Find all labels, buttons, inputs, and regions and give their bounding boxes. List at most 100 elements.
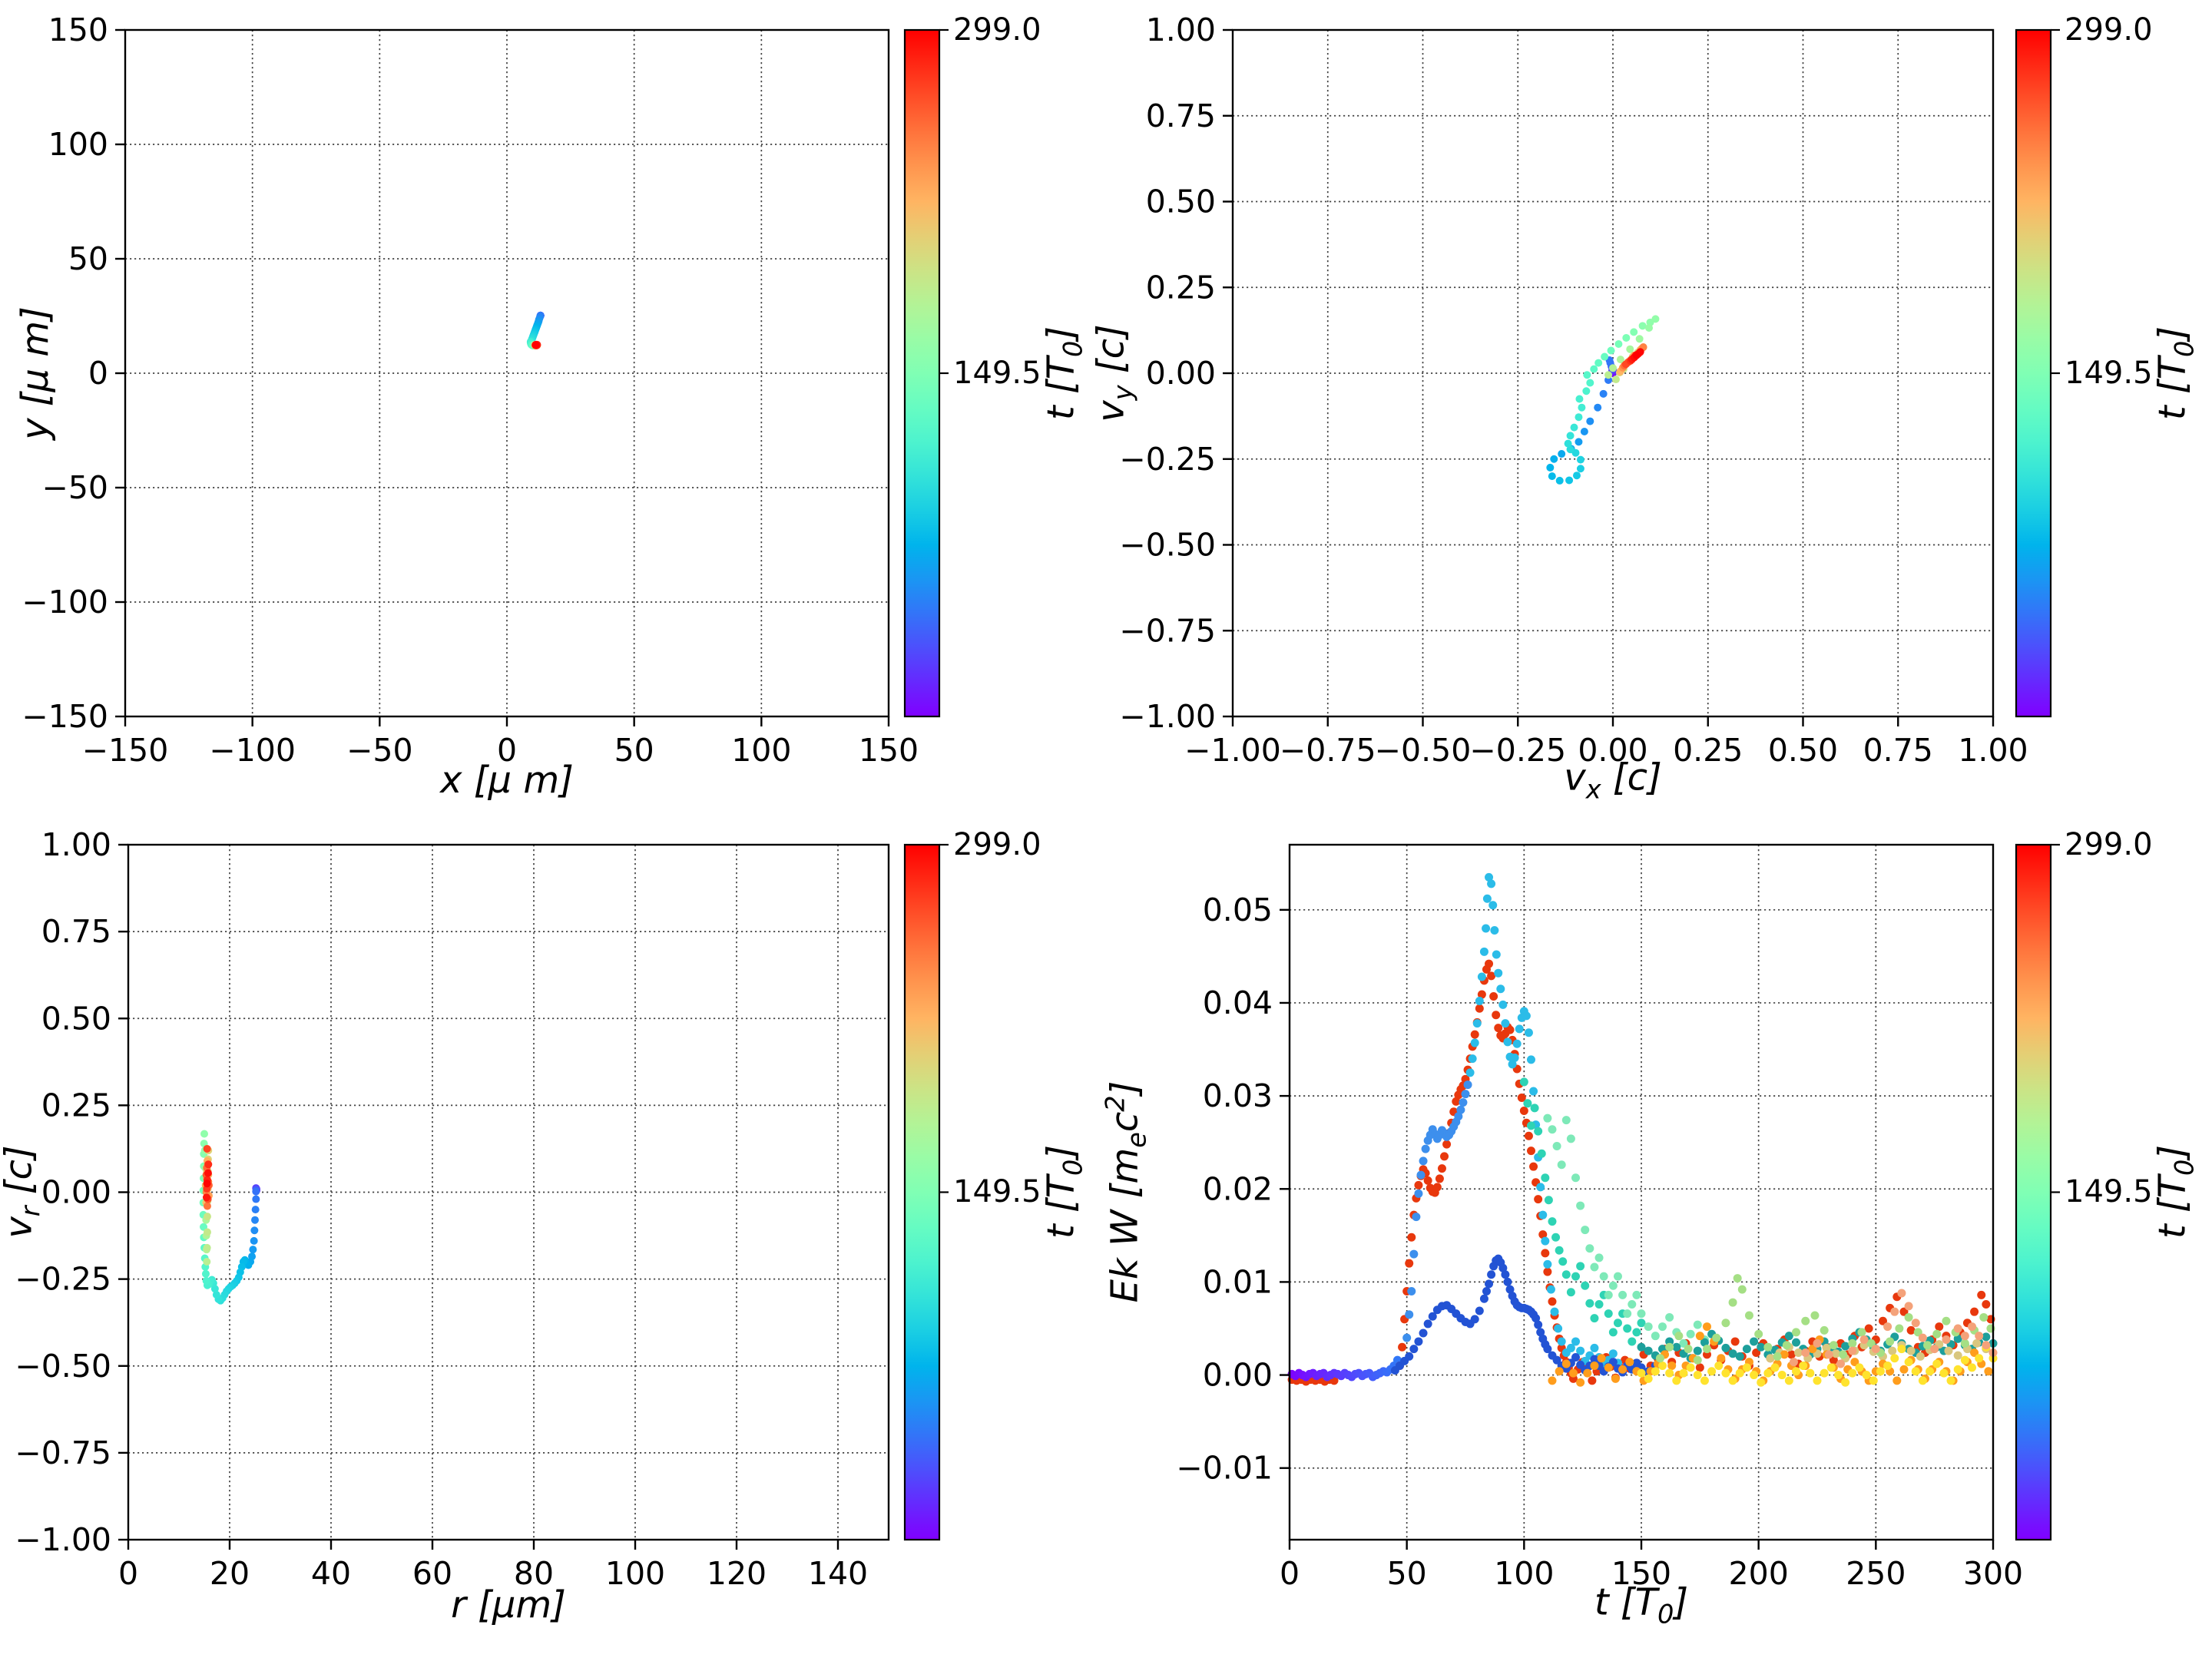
x-tick-label: 0.25 [1673, 732, 1743, 769]
y-axis-label-ek: Ek W [mec2] [1100, 1080, 1152, 1303]
y-tick-label: 150 [48, 12, 108, 48]
y-tick-label: −0.75 [1119, 612, 1216, 649]
y-tick-label: 100 [48, 126, 108, 163]
series-particle-yellow [1637, 1342, 1998, 1387]
x-tick-label: 0.75 [1863, 732, 1933, 769]
scatter-points [1546, 315, 1660, 485]
x-axis-label-ek: t [T0] [1594, 1580, 1689, 1630]
x-tick-label: −150 [82, 732, 169, 769]
y-tick-label: 0.00 [1146, 355, 1216, 392]
x-tick-label: 150 [1611, 1555, 1671, 1592]
series-particle-khaki [1766, 1338, 1991, 1363]
x-tick-label: 0 [497, 732, 517, 769]
x-tick-label: 50 [614, 732, 654, 769]
scatter-points [199, 1130, 260, 1305]
x-tick-label: 100 [1494, 1555, 1554, 1592]
x-tick-label: −50 [346, 732, 413, 769]
colorbar [2015, 28, 2060, 718]
y-tick-label: −1.00 [1119, 698, 1216, 735]
colorbar [2015, 843, 2060, 1541]
y-tick-label: 0 [88, 355, 108, 392]
y-tick-label: 0.04 [1203, 984, 1273, 1021]
y-tick-label: −1.00 [15, 1521, 111, 1558]
y-tick-label: −0.50 [1119, 527, 1216, 564]
colorbar-mid-label: 149.5 [2065, 1174, 2153, 1209]
colorbar-max-label: 299.0 [2065, 827, 2153, 862]
colorbar-max-label: 299.0 [2065, 12, 2153, 48]
x-tick-label: 300 [1963, 1555, 2023, 1592]
x-tick-label: 20 [210, 1555, 250, 1592]
colorbar-title-xy: t [T0] [1039, 326, 1088, 421]
tick-labels: 0 20 40 60 80 100 120 140 −1.00 −0.75 −0.50 −0.25 0.… [15, 826, 868, 1592]
y-tick-label: 0.01 [1203, 1263, 1273, 1300]
colorbar-mid-label: 149.5 [953, 1174, 1041, 1209]
x-tick-label: −0.25 [1469, 732, 1566, 769]
x-tick-label: 0.50 [1768, 732, 1838, 769]
colorbar-mid-label: 149.5 [2065, 356, 2153, 391]
y-tick-label: −150 [22, 698, 108, 735]
y-tick-label: −0.25 [15, 1261, 111, 1298]
x-tick-label: 50 [1387, 1555, 1427, 1592]
colorbar-mid-label: 149.5 [953, 356, 1041, 391]
y-tick-label: 0.25 [41, 1087, 111, 1123]
x-axis-label-vxvy: vx [c] [1564, 756, 1662, 805]
colorbar [903, 28, 949, 718]
y-tick-label: 0.03 [1203, 1077, 1273, 1114]
subplot-top-right: −1.00−0.75−0.50−0.25 0.00 0.25 0.50 0.75 1.00… [1119, 12, 2060, 769]
subplot-bottom-left: 0 20 40 60 80 100 120 140 −1.00 −0.75 −0.50 −0.25 0.… [15, 826, 949, 1592]
y-axis-label-vxvy: vy [c] [1089, 324, 1138, 422]
y-tick-label: 0.25 [1146, 269, 1216, 306]
y-tick-label: 1.00 [1146, 12, 1216, 48]
y-axis-label-rvr: vr [c] [0, 1145, 46, 1239]
x-tick-label: 1.00 [1958, 732, 2028, 769]
y-tick-label: 0.75 [1146, 98, 1216, 134]
x-tick-label: −0.50 [1375, 732, 1472, 769]
colorbar-title-ek: t [T0] [2151, 1144, 2200, 1239]
x-tick-label: 250 [1846, 1555, 1906, 1592]
colorbar-title-vxvy: t [T0] [2151, 326, 2200, 421]
x-tick-label: 80 [514, 1555, 554, 1592]
x-tick-label: −1.00 [1184, 732, 1281, 769]
colorbar [903, 843, 949, 1541]
x-tick-label: 0.00 [1578, 732, 1647, 769]
y-tick-label: −100 [22, 584, 108, 620]
x-tick-label: −0.75 [1280, 732, 1376, 769]
series-particle-aquamarine [1543, 1113, 1709, 1348]
colorbar-max-label: 299.0 [953, 827, 1041, 862]
x-tick-label: 120 [707, 1555, 767, 1592]
x-tick-label: 0 [118, 1555, 138, 1592]
y-tick-label: 0.00 [1203, 1357, 1273, 1394]
x-tick-label: 0 [1280, 1555, 1300, 1592]
y-axis-label-xy: y [μ m] [14, 306, 57, 440]
tick-labels: −1.00−0.75−0.50−0.25 0.00 0.25 0.50 0.75 1.00… [1119, 12, 2028, 769]
scatter-points [1287, 872, 1998, 1387]
x-tick-label: 100 [605, 1555, 665, 1592]
tick-labels: −150 −100 −50 0 50 100 150 −150 −100 −50 0 50 100 150 [22, 12, 919, 769]
y-tick-label: 0.75 [41, 913, 111, 950]
x-tick-label: 140 [808, 1555, 868, 1592]
y-tick-label: −0.25 [1119, 441, 1216, 478]
y-tick-label: −0.01 [1176, 1450, 1273, 1487]
y-tick-label: 50 [68, 240, 108, 277]
x-axis-label-xy: x [μ m] [440, 759, 574, 802]
y-tick-label: 1.00 [41, 826, 111, 863]
series-particle-turquoise [1519, 1077, 1646, 1346]
colorbar-title-rvr: t [T0] [1039, 1144, 1088, 1239]
y-tick-label: 0.50 [1146, 184, 1216, 220]
y-tick-label: −50 [41, 469, 108, 506]
scatter-points [526, 311, 545, 350]
tick-labels: 0 50 100 150 200 250 300 −0.01 0.00 0.01 0.02 0.03 0… [1176, 892, 2023, 1592]
y-tick-label: −0.75 [15, 1434, 111, 1471]
series-particle-salmon [1789, 1289, 1998, 1368]
series-particle-royalblue [1390, 1254, 1660, 1377]
y-tick-label: −0.50 [15, 1348, 111, 1385]
y-tick-label: 0.50 [41, 1000, 111, 1037]
y-tick-label: 0.05 [1203, 892, 1273, 928]
x-tick-label: 40 [311, 1555, 351, 1592]
x-tick-label: 60 [412, 1555, 452, 1592]
series-particle-skyblue [1402, 1080, 1472, 1342]
colorbar-max-label: 299.0 [953, 12, 1041, 48]
